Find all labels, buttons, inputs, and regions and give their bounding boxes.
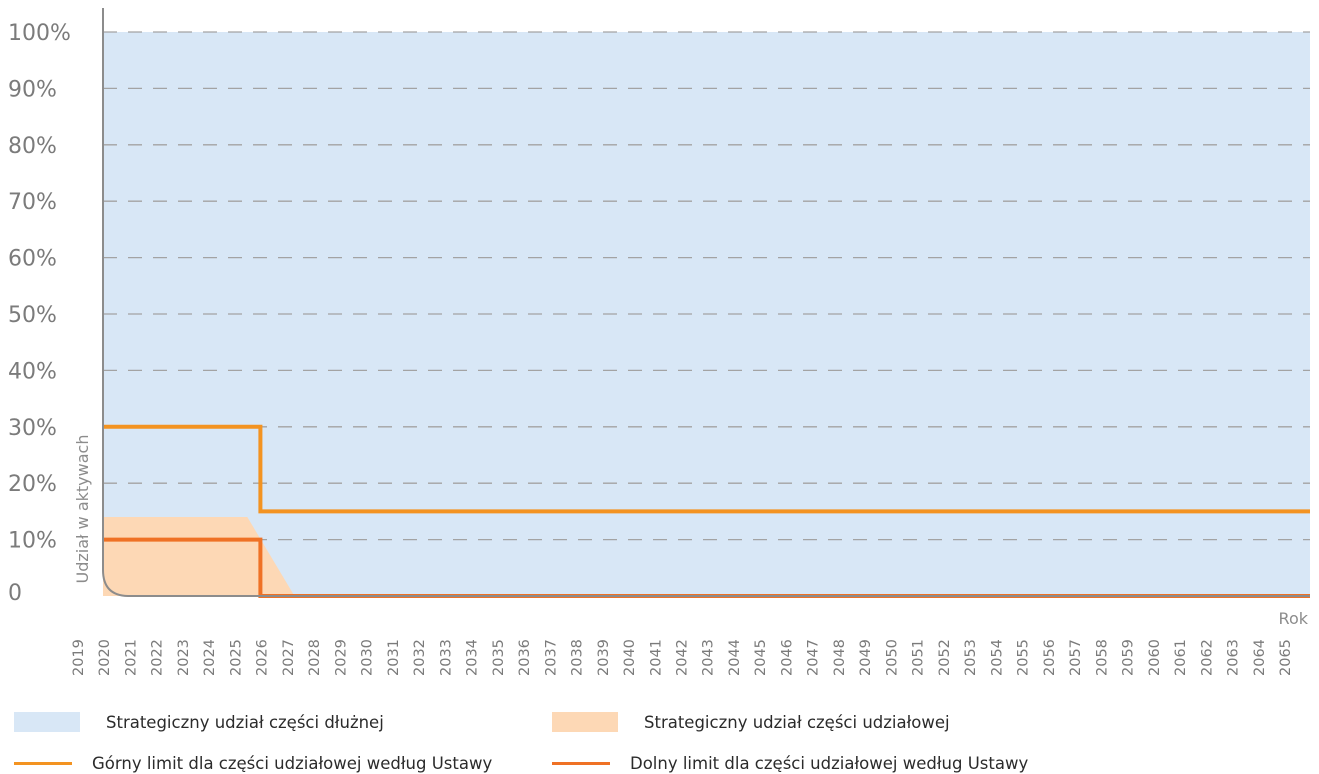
upper-limit-line <box>103 424 1310 514</box>
legend-equity: Strategiczny udział części udziałowej <box>552 712 950 732</box>
y-tick-label: 10% <box>8 529 57 554</box>
x-tick-label: 2046 <box>780 639 796 676</box>
legend-swatch-debt <box>14 712 80 732</box>
x-tick-label: 2057 <box>1068 639 1084 676</box>
gridlines <box>103 31 1310 541</box>
x-tick-label: 2063 <box>1226 639 1242 676</box>
x-tick-label: 2045 <box>753 639 769 676</box>
y-tick-label: 30% <box>8 416 57 441</box>
x-tick-label: 2047 <box>806 639 822 676</box>
x-tick-label: 2032 <box>412 639 428 676</box>
y-tick-label: 70% <box>8 190 57 215</box>
x-tick-label: 2038 <box>570 639 586 676</box>
legend-swatch-equity <box>552 712 618 732</box>
legend-label-equity: Strategiczny udział części udziałowej <box>644 712 950 732</box>
y-axis-label: Udział w aktywach <box>73 435 92 584</box>
x-tick-label: 2059 <box>1121 639 1137 676</box>
x-tick-label: 2026 <box>255 639 271 676</box>
x-tick-label: 2023 <box>176 639 192 676</box>
legend-lower: Dolny limit dla części udziałowej według… <box>538 754 1028 773</box>
y-tick-label: 40% <box>8 359 57 384</box>
x-tick-label: 2021 <box>124 639 140 676</box>
x-tick-label: 2041 <box>648 639 664 676</box>
legend-upper: Górny limit dla części udziałowej według… <box>0 754 492 773</box>
x-tick-label: 2042 <box>675 639 691 676</box>
y-tick-label: 80% <box>8 134 57 159</box>
legend-swatch-upper <box>14 762 72 765</box>
legend-label-lower: Dolny limit dla części udziałowej według… <box>630 754 1029 773</box>
x-tick-label: 2028 <box>307 639 323 676</box>
x-tick-label: 2035 <box>491 639 507 676</box>
x-tick-label: 2024 <box>202 639 218 676</box>
x-tick-label: 2044 <box>727 639 743 676</box>
x-tick-label: 2037 <box>543 639 559 676</box>
x-tick-label: 2058 <box>1094 639 1110 676</box>
x-tick-label: 2039 <box>596 639 612 676</box>
x-tick-label: 2029 <box>333 639 349 676</box>
x-tick-label: 2055 <box>1016 639 1032 676</box>
x-tick-label: 2025 <box>228 639 244 676</box>
x-tick-label: 2031 <box>386 639 402 676</box>
axes <box>102 8 1310 597</box>
x-tick-label: 2040 <box>622 639 638 676</box>
x-tick-label: 2030 <box>360 639 376 676</box>
x-tick-label: 2054 <box>989 639 1005 676</box>
x-tick-label: 2034 <box>465 639 481 676</box>
x-tick-label: 2060 <box>1147 639 1163 676</box>
x-tick-label: 2048 <box>832 639 848 676</box>
y-tick-label: 20% <box>8 472 57 497</box>
x-tick-label: 2053 <box>963 639 979 676</box>
y-tick-label: 90% <box>8 77 57 102</box>
y-tick-label: 50% <box>8 303 57 328</box>
x-tick-label: 2036 <box>517 639 533 676</box>
x-tick-label: 2043 <box>701 639 717 676</box>
x-tick-label: 2033 <box>438 639 454 676</box>
y-tick-label: 100% <box>8 21 71 46</box>
y-tick-label: 60% <box>8 247 57 272</box>
x-tick-label: 2064 <box>1252 639 1268 676</box>
x-tick-label: 2027 <box>281 639 297 676</box>
legend-swatch-lower <box>552 762 610 765</box>
x-tick-label: 2020 <box>97 639 113 676</box>
legend-label-debt: Strategiczny udział części dłużnej <box>106 712 384 732</box>
x-axis-ticks: 2019 2020 2021 2022 2023 2024 2025 2026 2027 2028… <box>71 639 1294 676</box>
x-tick-label: 2065 <box>1278 639 1294 676</box>
legend-label-upper: Górny limit dla części udziałowej według… <box>92 754 493 773</box>
y-axis-ticks: 0 10% 20% 30% 40% 50% 60% 70% 80% 90% 100% <box>8 21 71 606</box>
equity-share-area <box>103 517 295 596</box>
x-tick-label: 2022 <box>150 639 166 676</box>
legend-debt: Strategiczny udział części dłużnej <box>14 712 384 732</box>
x-tick-label: 2019 <box>71 639 87 676</box>
x-tick-label: 2062 <box>1199 639 1215 676</box>
x-tick-label: 2061 <box>1173 639 1189 676</box>
x-tick-label: 2051 <box>911 639 927 676</box>
y-tick-label: 0 <box>8 581 22 606</box>
x-tick-label: 2052 <box>937 639 953 676</box>
x-tick-label: 2050 <box>884 639 900 676</box>
x-tick-label: 2049 <box>858 639 874 676</box>
x-tick-label: 2056 <box>1042 639 1058 676</box>
x-axis-label: Rok <box>1279 609 1309 628</box>
